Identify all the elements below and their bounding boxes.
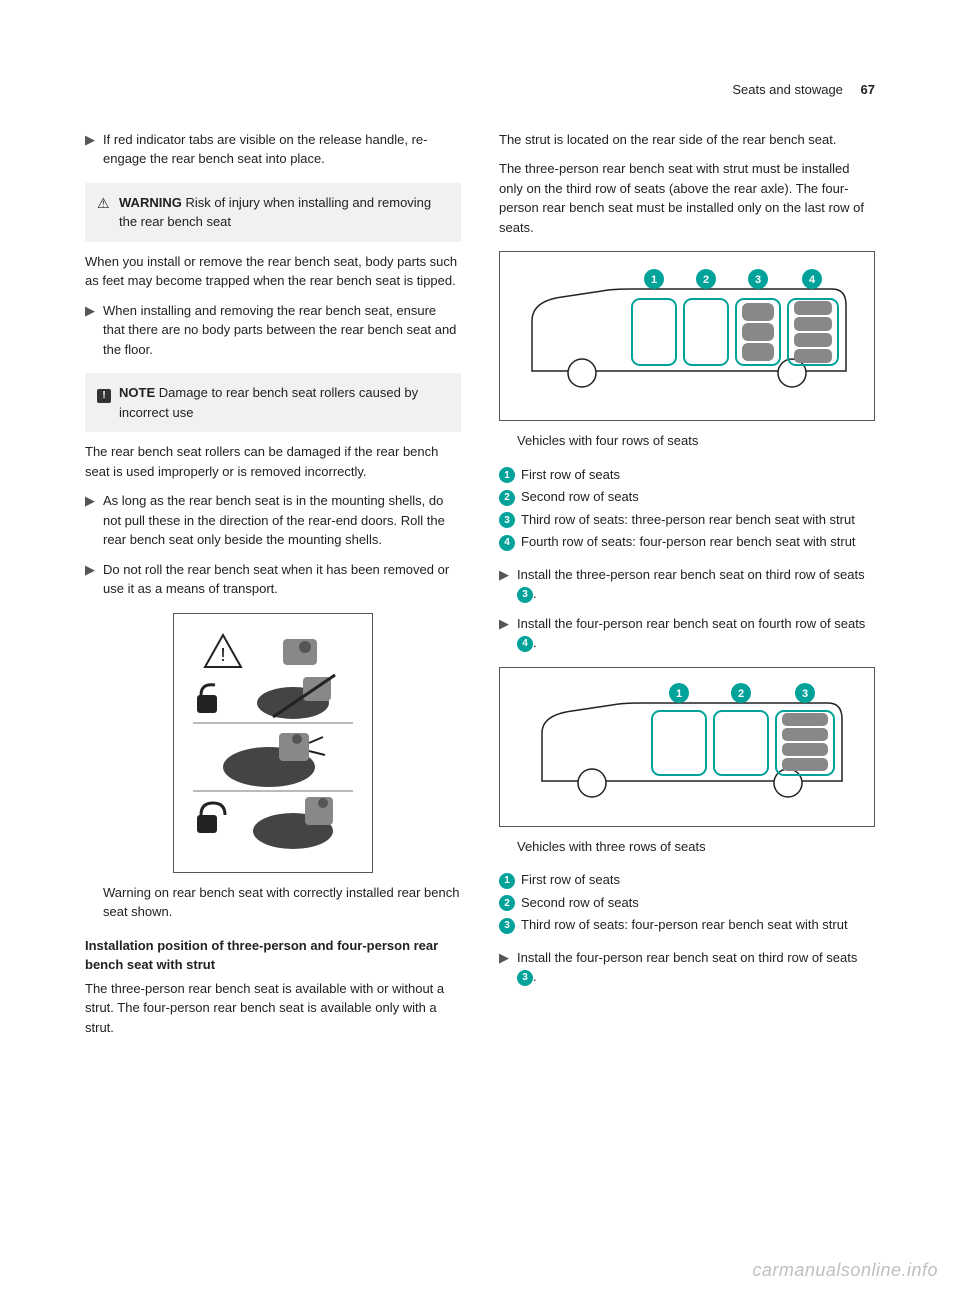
three-rows-svg: 1 2 3 bbox=[512, 677, 862, 817]
legend-text: Third row of seats: three-person rear be… bbox=[521, 510, 875, 530]
step-item: ▶ When installing and removing the rear … bbox=[85, 301, 461, 360]
arrow-icon: ▶ bbox=[85, 301, 103, 360]
step-text: Install the four-person rear bench seat … bbox=[517, 948, 875, 987]
figure-caption: Vehicles with three rows of seats bbox=[517, 837, 875, 857]
figure-warning-label: ! bbox=[173, 613, 373, 873]
inline-num-3: 3 bbox=[517, 587, 533, 603]
inline-num-3: 3 bbox=[517, 970, 533, 986]
subheading: Installation position of three-person an… bbox=[85, 936, 461, 975]
legend-text: Third row of seats: four-person rear ben… bbox=[521, 915, 875, 935]
right-column: The strut is located on the rear side of… bbox=[499, 130, 875, 1048]
watermark: carmanualsonline.info bbox=[752, 1257, 938, 1284]
legend-num: 3 bbox=[499, 510, 521, 530]
arrow-icon: ▶ bbox=[85, 130, 103, 169]
svg-text:3: 3 bbox=[802, 688, 808, 700]
legend-text: First row of seats bbox=[521, 870, 875, 890]
legend-num: 2 bbox=[499, 893, 521, 913]
svg-text:1: 1 bbox=[651, 274, 657, 286]
note-callout: ! NOTE Damage to rear bench seat rollers… bbox=[85, 373, 461, 432]
step-item: ▶ Install the four-person rear bench sea… bbox=[499, 614, 875, 653]
paragraph: When you install or remove the rear benc… bbox=[85, 252, 461, 291]
figure-three-rows: 1 2 3 bbox=[499, 667, 875, 827]
figure-caption: Vehicles with four rows of seats bbox=[517, 431, 875, 451]
step-item: ▶ As long as the rear bench seat is in t… bbox=[85, 491, 461, 550]
paragraph: The strut is located on the rear side of… bbox=[499, 130, 875, 150]
note-body: Damage to rear bench seat rollers caused… bbox=[119, 385, 418, 420]
arrow-icon: ▶ bbox=[499, 614, 517, 653]
inline-num-4: 4 bbox=[517, 636, 533, 652]
warning-lead: WARNING bbox=[119, 195, 182, 210]
step-item: ▶ Install the four-person rear bench sea… bbox=[499, 948, 875, 987]
step-text: Do not roll the rear bench seat when it … bbox=[103, 560, 461, 599]
legend-num: 1 bbox=[499, 465, 521, 485]
figure-caption: Warning on rear bench seat with correctl… bbox=[103, 883, 461, 922]
four-rows-svg: 1 2 3 4 bbox=[512, 261, 862, 411]
legend-item: 2 Second row of seats bbox=[499, 893, 875, 913]
step-text: As long as the rear bench seat is in the… bbox=[103, 491, 461, 550]
legend-item: 3 Third row of seats: four-person rear b… bbox=[499, 915, 875, 935]
legend-item: 1 First row of seats bbox=[499, 870, 875, 890]
arrow-icon: ▶ bbox=[499, 948, 517, 987]
arrow-icon: ▶ bbox=[85, 491, 103, 550]
page-header: Seats and stowage 67 bbox=[85, 80, 875, 100]
legend-num: 2 bbox=[499, 487, 521, 507]
legend-num: 3 bbox=[499, 915, 521, 935]
warning-label-svg: ! bbox=[183, 623, 363, 863]
step-text: Install the four-person rear bench seat … bbox=[517, 614, 875, 653]
legend-item: 3 Third row of seats: three-person rear … bbox=[499, 510, 875, 530]
page-number: 67 bbox=[861, 82, 875, 97]
legend-text: Second row of seats bbox=[521, 487, 875, 507]
note-text: NOTE Damage to rear bench seat rollers c… bbox=[119, 383, 449, 422]
warning-callout: ⚠ WARNING Risk of injury when installing… bbox=[85, 183, 461, 242]
section-title: Seats and stowage bbox=[732, 82, 843, 97]
legend-text: First row of seats bbox=[521, 465, 875, 485]
warning-text: WARNING Risk of injury when installing a… bbox=[119, 193, 449, 232]
step-item: ▶ If red indicator tabs are visible on t… bbox=[85, 130, 461, 169]
svg-text:2: 2 bbox=[738, 688, 744, 700]
arrow-icon: ▶ bbox=[499, 565, 517, 604]
step-text: If red indicator tabs are visible on the… bbox=[103, 130, 461, 169]
arrow-icon: ▶ bbox=[85, 560, 103, 599]
paragraph: The three-person rear bench seat with st… bbox=[499, 159, 875, 237]
svg-text:3: 3 bbox=[755, 274, 761, 286]
legend-text: Fourth row of seats: four-person rear be… bbox=[521, 532, 875, 552]
legend-text: Second row of seats bbox=[521, 893, 875, 913]
legend-num: 4 bbox=[499, 532, 521, 552]
svg-text:1: 1 bbox=[676, 688, 682, 700]
step-item: ▶ Do not roll the rear bench seat when i… bbox=[85, 560, 461, 599]
legend-item: 4 Fourth row of seats: four-person rear … bbox=[499, 532, 875, 552]
legend-item: 2 Second row of seats bbox=[499, 487, 875, 507]
step-text: Install the three-person rear bench seat… bbox=[517, 565, 875, 604]
warning-icon: ⚠ bbox=[97, 193, 119, 232]
svg-text:2: 2 bbox=[703, 274, 709, 286]
step-text: When installing and removing the rear be… bbox=[103, 301, 461, 360]
note-lead: NOTE bbox=[119, 385, 155, 400]
note-icon: ! bbox=[97, 383, 119, 422]
legend-num: 1 bbox=[499, 870, 521, 890]
svg-text:!: ! bbox=[220, 645, 225, 665]
legend-item: 1 First row of seats bbox=[499, 465, 875, 485]
step-item: ▶ Install the three-person rear bench se… bbox=[499, 565, 875, 604]
figure-four-rows: 1 2 3 4 bbox=[499, 251, 875, 421]
left-column: ▶ If red indicator tabs are visible on t… bbox=[85, 130, 461, 1048]
svg-text:4: 4 bbox=[809, 274, 816, 286]
paragraph: The three-person rear bench seat is avai… bbox=[85, 979, 461, 1038]
paragraph: The rear bench seat rollers can be damag… bbox=[85, 442, 461, 481]
